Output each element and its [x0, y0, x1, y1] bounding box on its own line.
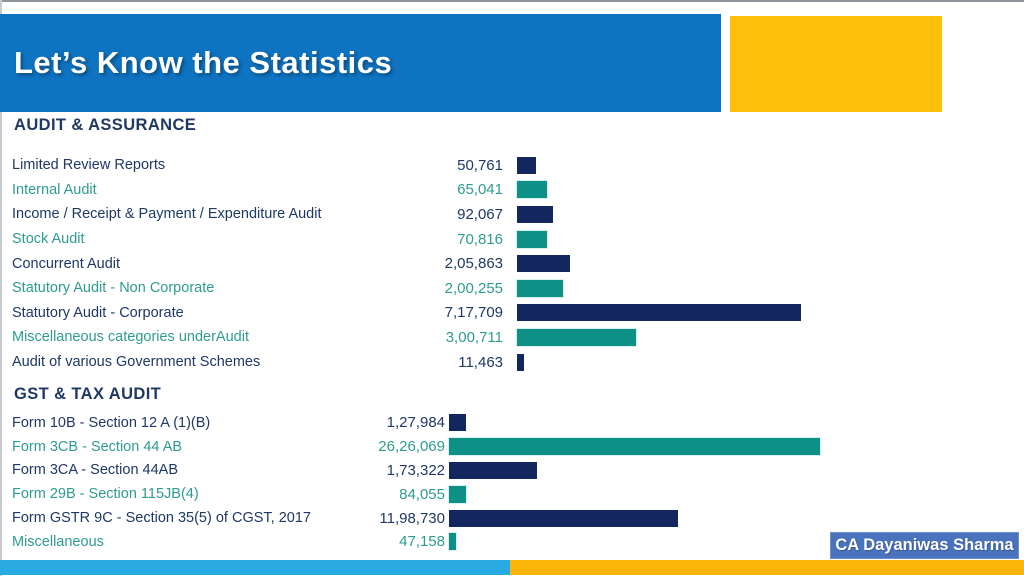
- chart-row: Form 29B - Section 115JB(4) 84,055: [0, 482, 1024, 506]
- chart-bar-track: [516, 229, 1024, 249]
- section-header-gst-tax-audit: GST & TAX AUDIT: [14, 385, 162, 403]
- chart-row: Statutory Audit - Corporate 7,17,709: [0, 301, 1024, 326]
- chart-bar-track: [517, 205, 1024, 223]
- chart-row: Miscellaneous 47,158: [0, 530, 1024, 554]
- chart-row-value: 1,27,984: [386, 414, 445, 432]
- chart-row-label: Audit of various Government Schemes: [12, 354, 261, 371]
- chart-bar: [516, 229, 548, 249]
- audit-assurance-chart: Limited Review Reports 50,761 Internal Aud…: [0, 153, 1024, 374]
- chart-row: Form 3CB - Section 44 AB 26,26,069: [0, 435, 1024, 459]
- chart-row-value: 11,463: [458, 353, 503, 371]
- chart-row: Statutory Audit - Non Corporate 2,00,255: [0, 276, 1024, 301]
- chart-row-label: Internal Audit: [12, 181, 97, 198]
- chart-row: Stock Audit 70,816: [0, 227, 1024, 252]
- chart-bar: [517, 156, 536, 174]
- chart-row-label: Form 3CB - Section 44 AB: [12, 438, 183, 455]
- chart-row-value: 26,26,069: [378, 438, 445, 456]
- slide-left-border: [0, 0, 2, 576]
- chart-bar-track: [449, 509, 1024, 527]
- chart-row: Form 10B - Section 12 A (1)(B) 1,27,984: [0, 411, 1024, 435]
- chart-row-label: Form 10B - Section 12 A (1)(B): [12, 414, 211, 431]
- bottom-strip-yellow: [510, 560, 1024, 575]
- page-title: Let’s Know the Statistics: [14, 45, 393, 80]
- chart-row-label: Miscellaneous: [12, 533, 104, 550]
- chart-bar-track: [448, 532, 1024, 552]
- chart-bar: [516, 327, 637, 347]
- chart-row-value: 65,041: [457, 181, 503, 199]
- chart-bar-track: [448, 437, 1024, 457]
- chart-bar-track: [516, 180, 1024, 200]
- chart-row-value: 70,816: [457, 230, 503, 248]
- chart-row-value: 2,05,863: [444, 255, 503, 273]
- chart-row-label: Concurrent Audit: [12, 255, 121, 272]
- slide-top-border: [0, 0, 1024, 2]
- bottom-strip-cyan: [0, 560, 510, 575]
- chart-bar: [449, 509, 678, 527]
- chart-row: Audit of various Government Schemes 11,46…: [0, 350, 1024, 375]
- chart-bar: [448, 532, 457, 552]
- chart-bar: [517, 353, 524, 371]
- chart-bar-track: [517, 353, 1024, 371]
- chart-row: Internal Audit 65,041: [0, 178, 1024, 203]
- chart-bar: [449, 461, 537, 479]
- chart-bar: [517, 255, 570, 273]
- chart-row-label: Stock Audit: [12, 231, 85, 248]
- chart-row: Concurrent Audit 2,05,863: [0, 251, 1024, 276]
- yellow-accent-block: [730, 16, 942, 112]
- title-band: Let’s Know the Statistics: [0, 14, 721, 112]
- chart-row-label: Form GSTR 9C - Section 35(5) of CGST, 20…: [12, 510, 311, 527]
- chart-bar: [516, 180, 548, 200]
- chart-row-value: 50,761: [457, 156, 503, 174]
- chart-bar-track: [448, 484, 1024, 504]
- chart-row-value: 3,00,711: [445, 328, 503, 346]
- chart-bar: [517, 304, 801, 322]
- chart-row: Form 3CA - Section 44AB 1,73,322: [0, 459, 1024, 483]
- chart-row-value: 84,055: [399, 485, 445, 503]
- chart-row-value: 7,17,709: [444, 304, 503, 322]
- chart-bar: [517, 205, 553, 223]
- chart-bar-track: [449, 414, 1024, 432]
- chart-row: Limited Review Reports 50,761: [0, 153, 1024, 178]
- chart-row-label: Limited Review Reports: [12, 157, 166, 174]
- chart-bar-track: [517, 156, 1024, 174]
- chart-row-value: 11,98,730: [379, 509, 445, 527]
- chart-row-label: Miscellaneous categories underAudit: [12, 329, 249, 346]
- section-header-audit-assurance: AUDIT & ASSURANCE: [14, 116, 197, 134]
- chart-row-value: 92,067: [457, 205, 503, 223]
- chart-row: Miscellaneous categories underAudit 3,00,…: [0, 325, 1024, 350]
- chart-row: Income / Receipt & Payment / Expenditure…: [0, 202, 1024, 227]
- chart-row-label: Form 29B - Section 115JB(4): [12, 486, 199, 503]
- chart-bar-track: [517, 255, 1024, 273]
- chart-bar: [516, 278, 564, 298]
- chart-row-label: Statutory Audit - Corporate: [12, 304, 184, 321]
- chart-row-label: Income / Receipt & Payment / Expenditure…: [12, 206, 322, 223]
- gst-tax-audit-chart: Form 10B - Section 12 A (1)(B) 1,27,984 Fo…: [0, 411, 1024, 554]
- chart-row-value: 1,73,322: [386, 461, 445, 479]
- chart-bar-track: [517, 304, 1024, 322]
- chart-bar-track: [516, 327, 1024, 347]
- chart-bar: [448, 437, 821, 457]
- author-credit-badge: CA Dayaniwas Sharma: [830, 532, 1019, 559]
- chart-row-label: Statutory Audit - Non Corporate: [12, 280, 215, 297]
- chart-row-value: 2,00,255: [444, 279, 503, 297]
- chart-row: Form GSTR 9C - Section 35(5) of CGST, 20…: [0, 506, 1024, 530]
- chart-bar-track: [449, 461, 1024, 479]
- chart-bar: [449, 414, 466, 432]
- chart-bar-track: [516, 278, 1024, 298]
- chart-bar: [448, 484, 467, 504]
- chart-row-value: 47,158: [399, 533, 445, 551]
- chart-row-label: Form 3CA - Section 44AB: [12, 462, 179, 479]
